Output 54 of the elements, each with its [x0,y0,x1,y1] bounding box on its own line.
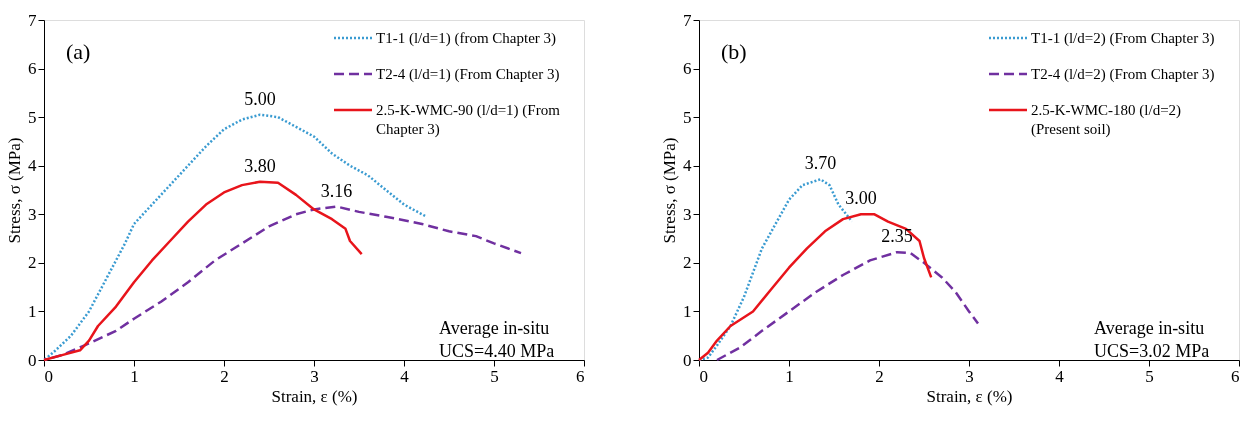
y-tick-label: 3 [683,204,692,224]
annotation: 3.80 [244,155,276,176]
x-tick-label: 1 [130,366,139,386]
x-axis-title: Strain, ε (%) [926,386,1013,406]
y-tick-label: 2 [683,253,692,273]
x-tick-label: 6 [576,366,585,386]
x-tick-label: 2 [875,366,884,386]
line-series [42,113,428,362]
legend-label: T2-4 (l/d=1) (From Chapter 3) [376,66,560,83]
y-axis-title: Stress, σ (MPa) [5,137,24,244]
y-tick-label: 0 [683,350,692,370]
y-tick-label: 5 [28,107,37,127]
x-tick-label: 6 [1231,366,1240,386]
annotation: 3.00 [845,188,877,209]
x-tick-label: 0 [699,366,708,386]
y-tick-label: 6 [683,59,692,79]
y-tick-label: 4 [683,156,692,176]
x-tick-label: 3 [310,366,319,386]
line-series [42,180,363,362]
y-tick-label: 4 [28,156,37,176]
y-tick-label: 5 [683,107,692,127]
annotation: 3.16 [320,180,353,201]
legend-label: T1-1 (l/d=2) (From Chapter 3) [1031,30,1215,47]
x-axis-title: Strain, ε (%) [271,386,358,406]
annotation: (a) [66,39,91,64]
annotation: 5.00 [244,88,276,109]
annotation: 2.35 [881,226,913,247]
line-series [715,250,980,362]
annotation: (b) [721,39,747,64]
annotation: Average in-situ UCS=4.40 MPa [439,318,555,361]
x-tick-label: 2 [220,366,229,386]
x-tick-label: 4 [1055,366,1065,386]
x-tick-label: 4 [400,366,410,386]
x-tick-label: 5 [1145,366,1154,386]
legend-label: T1-1 (l/d=1) (from Chapter 3) [376,30,557,47]
x-tick-label: 5 [490,366,499,386]
y-tick-label: 3 [28,204,37,224]
legend-label: 2.5-K-WMC-90 (l/d=1) (From Chapter 3) [376,102,561,138]
y-tick-label: 6 [28,59,37,79]
line-series [697,213,933,362]
y-tick-label: 7 [683,10,692,30]
legend-label: 2.5-K-WMC-180 (l/d=2) (Present soil) [1031,102,1182,138]
y-axis-title: Stress, σ (MPa) [660,137,679,244]
x-tick-label: 3 [965,366,974,386]
annotation: 3.70 [804,153,837,174]
y-tick-label: 1 [683,301,692,321]
y-tick-label: 1 [28,301,37,321]
legend-label: T2-4 (l/d=2) (From Chapter 3) [1031,66,1215,83]
y-tick-label: 2 [28,253,37,273]
annotation: Average in-situ UCS=3.02 MPa [1094,318,1210,361]
x-tick-label: 1 [785,366,794,386]
x-tick-label: 0 [44,366,53,386]
y-tick-label: 7 [28,10,37,30]
y-tick-label: 0 [28,350,37,370]
